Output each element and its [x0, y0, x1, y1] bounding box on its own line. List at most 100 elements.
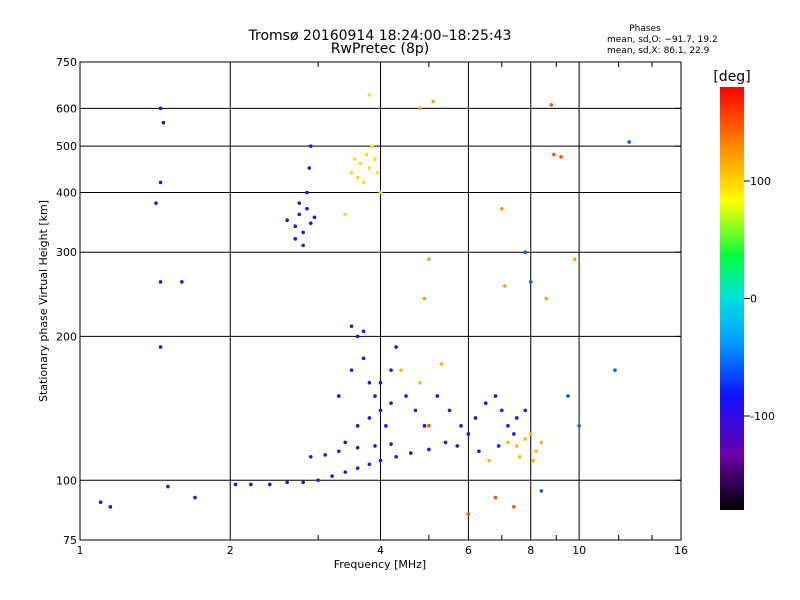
- x-tick-label: 16: [674, 544, 688, 557]
- data-point: [158, 106, 163, 111]
- data-point: [422, 424, 427, 428]
- data-point: [343, 212, 348, 217]
- data-point: [627, 140, 632, 144]
- data-point: [308, 144, 313, 148]
- data-point: [408, 451, 413, 455]
- data-point: [427, 424, 431, 428]
- data-point: [447, 408, 452, 413]
- data-point: [301, 243, 305, 248]
- data-point: [367, 462, 372, 467]
- data-point: [180, 280, 184, 284]
- y-tick-label: 400: [56, 186, 77, 199]
- data-point: [358, 161, 363, 166]
- data-point: [500, 408, 504, 413]
- data-point: [373, 444, 377, 448]
- data-point: [98, 500, 103, 504]
- data-point: [343, 440, 348, 445]
- data-point: [370, 144, 375, 148]
- data-point: [534, 449, 538, 454]
- data-point: [418, 380, 422, 385]
- data-point: [355, 175, 360, 180]
- data-point: [312, 215, 317, 220]
- data-point: [293, 237, 298, 241]
- data-points: [98, 93, 632, 516]
- data-point: [466, 432, 471, 436]
- data-point: [316, 478, 320, 483]
- data-point: [373, 157, 377, 161]
- y-tick-label: 500: [56, 140, 77, 153]
- data-point: [154, 201, 158, 205]
- data-point: [367, 166, 372, 170]
- data-point: [455, 444, 460, 448]
- plot-frame: [79, 61, 682, 541]
- data-point: [435, 394, 440, 398]
- chart-title: Tromsø 20160914 18:24:00–18:25:43: [248, 28, 512, 44]
- data-point: [544, 296, 549, 301]
- data-point: [285, 218, 289, 223]
- data-point: [378, 458, 383, 463]
- x-tick-label: 6: [465, 544, 472, 557]
- data-point: [466, 512, 471, 516]
- data-point: [161, 120, 166, 125]
- data-point: [418, 106, 422, 111]
- data-point: [539, 440, 544, 445]
- data-point: [613, 368, 617, 372]
- y-tick-label: 750: [56, 56, 77, 69]
- data-point: [337, 449, 341, 454]
- colorbar-tick-label: 100: [750, 175, 771, 188]
- data-point: [539, 489, 544, 493]
- data-point: [367, 93, 372, 97]
- data-point: [233, 482, 238, 487]
- data-point: [337, 394, 341, 398]
- data-point: [193, 495, 197, 500]
- x-tick-label: 2: [227, 544, 234, 557]
- data-point: [399, 368, 403, 372]
- data-point: [308, 454, 313, 459]
- data-point: [305, 190, 309, 195]
- data-point: [531, 458, 536, 463]
- data-point: [577, 424, 581, 428]
- data-point: [349, 324, 354, 329]
- data-point: [297, 212, 302, 217]
- phase-info-x: mean, sd,X: 86.1, 22.9: [607, 46, 710, 56]
- data-point: [523, 250, 528, 255]
- colorbar-label: [deg]: [713, 69, 750, 85]
- data-point: [158, 180, 163, 185]
- data-point: [375, 170, 380, 175]
- data-point: [343, 470, 348, 474]
- data-point: [166, 484, 170, 489]
- data-point: [378, 408, 383, 413]
- data-point: [323, 453, 328, 457]
- data-point: [496, 444, 501, 448]
- data-point: [514, 416, 519, 420]
- x-tick-label: 4: [377, 544, 384, 557]
- x-tick-label: 1: [77, 544, 84, 557]
- data-point: [572, 257, 577, 262]
- data-point: [514, 444, 519, 448]
- data-point: [549, 103, 554, 107]
- data-point: [364, 152, 369, 157]
- phase-info-heading: Phases: [629, 24, 661, 34]
- data-point: [373, 394, 377, 398]
- data-point: [431, 99, 435, 104]
- data-point: [301, 480, 305, 485]
- x-tick-label: 10: [572, 544, 586, 557]
- data-point: [378, 380, 383, 385]
- y-tick-label: 600: [56, 102, 77, 115]
- data-point: [443, 440, 448, 445]
- data-point: [355, 466, 360, 470]
- data-point: [305, 206, 309, 211]
- data-point: [394, 454, 398, 459]
- data-point: [506, 440, 510, 445]
- data-point: [349, 368, 354, 372]
- y-axis-label: Stationary phase Virtual Height [km]: [37, 200, 50, 402]
- data-point: [512, 505, 516, 509]
- data-point: [301, 230, 305, 235]
- chart-subtitle: RwPretec (8p): [331, 41, 429, 57]
- data-point: [523, 408, 528, 413]
- data-point: [108, 505, 113, 509]
- data-point: [493, 394, 498, 398]
- y-tick-label: 100: [56, 474, 77, 487]
